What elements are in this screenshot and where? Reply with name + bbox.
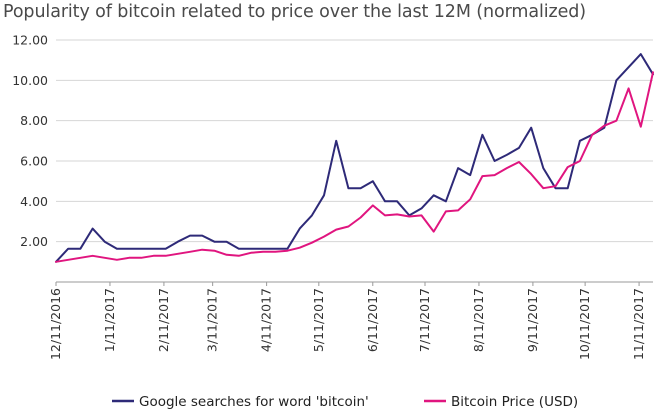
y-tick-label: 2.00 [20, 234, 48, 249]
x-tick-label: 3/11/2017 [205, 288, 220, 352]
x-tick-label: 10/11/2017 [577, 288, 592, 360]
x-tick-label: 5/11/2017 [311, 288, 326, 352]
x-tick-label: 4/11/2017 [259, 288, 274, 352]
series-lines [55, 53, 654, 263]
x-tick-label: 1/11/2017 [102, 288, 117, 352]
x-tick-label: 8/11/2017 [471, 288, 486, 352]
series-line-bitcoin-price [55, 71, 654, 263]
x-tick-label: 9/11/2017 [525, 288, 540, 352]
x-axis: 12/11/2016 1/11/2017 2/11/2017 3/11/2017 4/1… [48, 281, 653, 360]
y-tick-label: 10.00 [12, 73, 48, 88]
y-tick-label: 8.00 [20, 113, 48, 128]
x-tick-label: 6/11/2017 [365, 288, 380, 352]
x-tick-label: 12/11/2016 [48, 288, 63, 360]
y-axis: 2.00 4.00 6.00 8.00 10.00 12.00 [12, 33, 48, 250]
legend-label: Google searches for word 'bitcoin' [139, 394, 369, 410]
y-tick-label: 6.00 [20, 154, 48, 169]
chart-title: Popularity of bitcoin related to price o… [3, 2, 586, 22]
series-line-google-searches [55, 53, 654, 263]
x-tick-label: 2/11/2017 [156, 288, 171, 352]
x-tick-label: 7/11/2017 [417, 288, 432, 352]
y-tick-label: 12.00 [12, 33, 48, 48]
gridlines [56, 39, 653, 243]
x-tick-label: 11/11/2017 [631, 288, 646, 360]
legend: Google searches for word 'bitcoin' Bitcoi… [112, 394, 578, 410]
y-tick-label: 4.00 [20, 194, 48, 209]
legend-label: Bitcoin Price (USD) [451, 394, 578, 410]
